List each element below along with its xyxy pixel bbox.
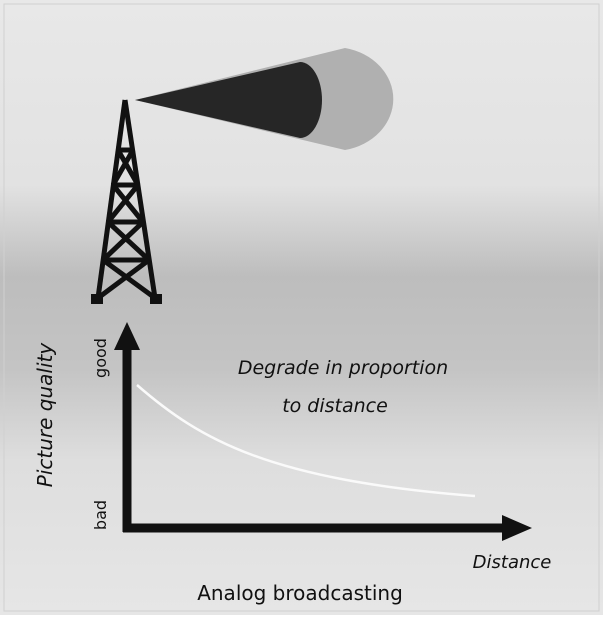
beam-inner (135, 62, 322, 138)
tower (95, 99, 158, 301)
tower-foot (91, 294, 103, 304)
y-arrow (114, 322, 140, 350)
frame (3, 3, 600, 612)
tower-foot (150, 294, 162, 304)
quality-curve (136, 384, 476, 498)
y-axis-label: Picture quality (33, 342, 57, 488)
annotation-line: Degrade in proportion (238, 357, 448, 379)
y-high-label: good (91, 338, 110, 378)
y-low-label: bad (91, 500, 110, 530)
x-axis-label: Distance (473, 552, 552, 573)
caption: Analog broadcasting (197, 581, 403, 605)
x-arrow (502, 515, 532, 541)
annotation-line: to distance (282, 395, 388, 417)
